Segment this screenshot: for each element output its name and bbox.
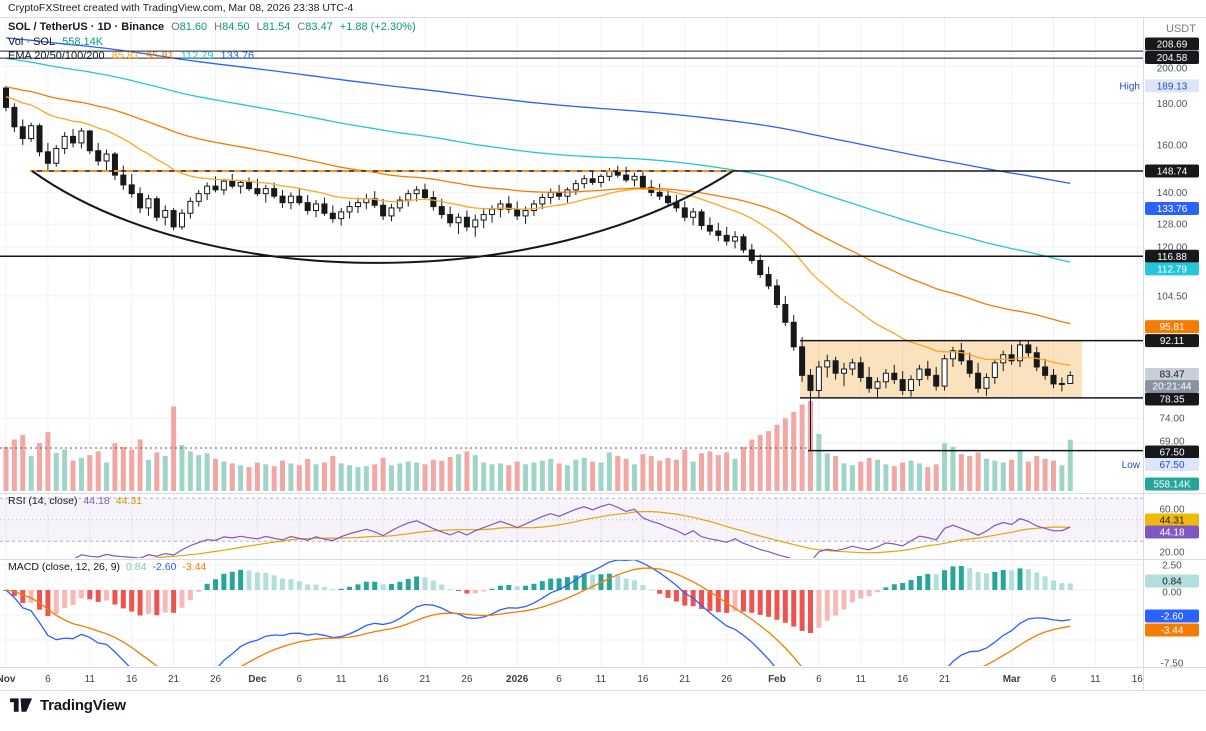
attribution-text: CryptoFXStreet created with TradingView.… [8, 2, 354, 14]
svg-text:Dec: Dec [248, 674, 267, 685]
svg-text:11: 11 [1090, 674, 1101, 685]
svg-text:2026: 2026 [506, 674, 529, 685]
svg-text:16: 16 [126, 674, 138, 685]
svg-text:21: 21 [939, 674, 951, 685]
svg-text:148.74: 148.74 [1157, 166, 1188, 177]
svg-text:26: 26 [461, 674, 473, 685]
svg-text:-3.44: -3.44 [1161, 626, 1184, 637]
svg-text:11: 11 [596, 674, 607, 685]
svg-text:Mar: Mar [1003, 674, 1021, 685]
svg-text:44.18: 44.18 [1159, 528, 1184, 539]
price-axis-currency: USDT [1166, 23, 1196, 35]
svg-text:83.47: 83.47 [1159, 370, 1184, 381]
svg-text:26: 26 [210, 674, 222, 685]
svg-text:16: 16 [637, 674, 649, 685]
svg-text:60.00: 60.00 [1159, 505, 1184, 516]
svg-text:High: High [1119, 82, 1140, 93]
svg-text:6: 6 [297, 674, 303, 685]
svg-text:92.11: 92.11 [1160, 336, 1185, 347]
svg-text:74.00: 74.00 [1159, 414, 1184, 425]
svg-text:Feb: Feb [768, 674, 786, 685]
svg-text:204.58: 204.58 [1157, 53, 1188, 64]
tradingview-logo-icon [10, 697, 33, 712]
svg-text:11: 11 [856, 674, 867, 685]
svg-text:2.50: 2.50 [1162, 561, 1182, 572]
svg-text:67.50: 67.50 [1159, 448, 1184, 459]
svg-text:26: 26 [721, 674, 733, 685]
svg-text:Nov: Nov [0, 674, 16, 685]
svg-text:128.00: 128.00 [1157, 220, 1188, 231]
svg-text:6: 6 [45, 674, 51, 685]
svg-text:16: 16 [378, 674, 390, 685]
svg-text:21: 21 [679, 674, 691, 685]
svg-text:11: 11 [85, 674, 96, 685]
svg-text:558.14K: 558.14K [1153, 480, 1191, 491]
svg-text:78.35: 78.35 [1159, 395, 1184, 406]
svg-text:200.00: 200.00 [1157, 64, 1188, 75]
svg-text:-7.50: -7.50 [1161, 659, 1184, 670]
svg-text:16: 16 [897, 674, 909, 685]
svg-text:6: 6 [556, 674, 562, 685]
svg-text:6: 6 [1051, 674, 1057, 685]
svg-text:21: 21 [419, 674, 431, 685]
svg-text:69.00: 69.00 [1159, 437, 1184, 448]
svg-text:140.00: 140.00 [1157, 188, 1188, 199]
svg-text:16: 16 [1132, 674, 1144, 685]
svg-text:133.76: 133.76 [1157, 204, 1188, 215]
svg-text:120.00: 120.00 [1157, 242, 1188, 253]
svg-text:0.84: 0.84 [1162, 577, 1182, 588]
svg-text:112.79: 112.79 [1157, 264, 1187, 275]
svg-text:208.69: 208.69 [1157, 40, 1188, 51]
svg-text:116.88: 116.88 [1157, 252, 1187, 263]
svg-text:180.00: 180.00 [1157, 99, 1188, 110]
svg-text:-2.60: -2.60 [1161, 612, 1184, 623]
svg-text:11: 11 [336, 674, 347, 685]
svg-text:44.31: 44.31 [1159, 516, 1184, 527]
svg-text:20.00: 20.00 [1159, 548, 1184, 559]
svg-text:6: 6 [816, 674, 822, 685]
svg-text:0.00: 0.00 [1162, 588, 1182, 599]
tradingview-footer[interactable]: TradingView [10, 697, 126, 714]
svg-text:95.81: 95.81 [1159, 322, 1184, 333]
svg-text:Low: Low [1122, 460, 1141, 471]
svg-text:21: 21 [168, 674, 180, 685]
svg-text:67.50: 67.50 [1159, 460, 1184, 471]
svg-text:20:21:44: 20:21:44 [1153, 382, 1192, 393]
svg-text:104.50: 104.50 [1157, 291, 1188, 302]
svg-text:189.13: 189.13 [1157, 81, 1188, 92]
svg-text:160.00: 160.00 [1157, 141, 1188, 152]
tradingview-brand-text: TradingView [40, 697, 126, 714]
